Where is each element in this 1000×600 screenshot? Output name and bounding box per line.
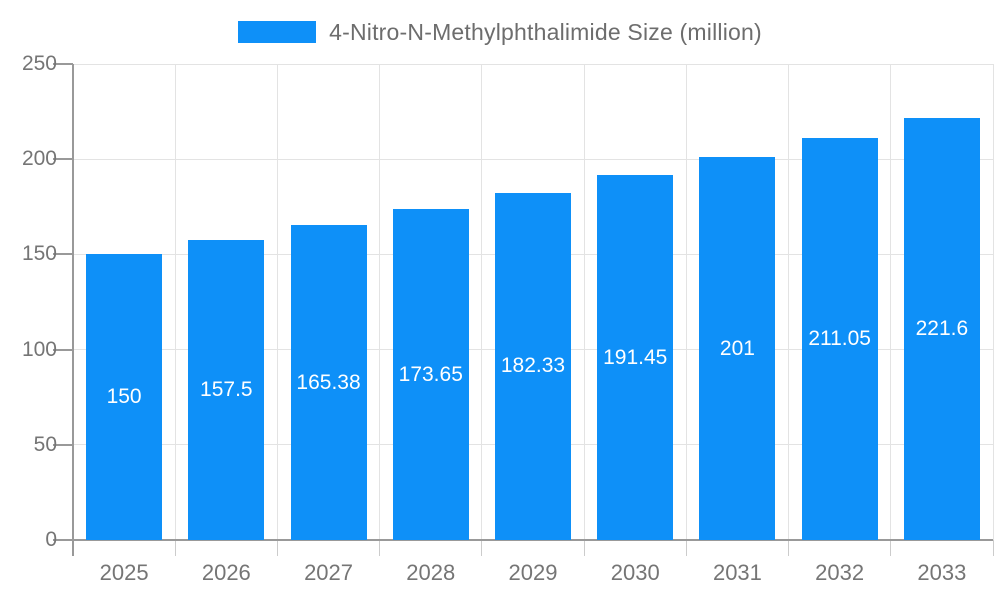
y-axis-tick bbox=[53, 253, 73, 256]
bar-2026[interactable] bbox=[188, 240, 265, 540]
x-gridline bbox=[276, 64, 278, 540]
y-axis-tick bbox=[53, 348, 73, 351]
x-axis-tick bbox=[481, 540, 483, 556]
y-axis-label: 250 bbox=[21, 52, 57, 75]
x-gridline bbox=[174, 64, 176, 540]
x-gridline bbox=[379, 64, 381, 540]
y-axis-label: 100 bbox=[21, 337, 57, 361]
x-axis-tick bbox=[992, 540, 994, 556]
chart-legend[interactable]: 4-Nitro-N-Methylphthalimide Size (millio… bbox=[0, 14, 1000, 50]
x-gridline bbox=[583, 64, 585, 540]
x-axis-label: 2028 bbox=[406, 560, 456, 585]
bar-value-label: 201 bbox=[719, 336, 755, 360]
y-axis-label: 150 bbox=[21, 242, 57, 266]
x-axis-label: 2025 bbox=[99, 560, 149, 585]
bar-value-label: 182.33 bbox=[500, 354, 566, 378]
x-axis-line bbox=[73, 539, 993, 541]
bar-2028[interactable] bbox=[392, 209, 469, 540]
x-gridline bbox=[685, 64, 687, 540]
bar-value-label: 150 bbox=[106, 385, 142, 409]
y-axis-tick bbox=[53, 443, 73, 446]
bar-2025[interactable] bbox=[86, 254, 163, 540]
x-axis-label: 2029 bbox=[508, 560, 558, 585]
bar-2033[interactable] bbox=[903, 118, 980, 540]
bar-2032[interactable] bbox=[801, 138, 878, 540]
x-axis-tick bbox=[890, 540, 892, 556]
x-gridline bbox=[481, 64, 483, 540]
y-axis-label: 200 bbox=[21, 147, 57, 171]
x-axis-tick bbox=[685, 540, 687, 556]
y-axis-tick bbox=[53, 158, 73, 161]
y-gridline bbox=[73, 63, 993, 65]
bar-value-label: 221.6 bbox=[915, 317, 969, 341]
x-axis-label: 2026 bbox=[201, 560, 251, 585]
x-gridline bbox=[992, 64, 994, 540]
x-axis-tick bbox=[379, 540, 381, 556]
x-gridline bbox=[890, 64, 892, 540]
x-axis-tick bbox=[276, 540, 278, 556]
y-axis-label: 50 bbox=[33, 432, 57, 456]
legend-label: 4-Nitro-N-Methylphthalimide Size (millio… bbox=[329, 18, 762, 45]
x-axis-label: 2032 bbox=[815, 560, 865, 585]
x-gridline bbox=[788, 64, 790, 540]
bar-2029[interactable] bbox=[495, 192, 571, 540]
y-gridline bbox=[73, 158, 993, 160]
bar-value-label: 165.38 bbox=[296, 370, 361, 394]
bar-2027[interactable] bbox=[290, 225, 367, 540]
bar-2031[interactable] bbox=[699, 157, 776, 540]
x-axis-tick bbox=[174, 540, 176, 556]
legend-swatch bbox=[238, 21, 317, 43]
y-axis-label: 0 bbox=[45, 528, 57, 551]
y-axis-tick bbox=[53, 63, 73, 65]
x-axis-label: 2027 bbox=[304, 560, 354, 585]
bar-value-label: 191.45 bbox=[603, 345, 668, 369]
bar-value-label: 173.65 bbox=[398, 362, 463, 386]
x-axis-tick bbox=[583, 540, 585, 556]
bar-2030[interactable] bbox=[597, 175, 674, 540]
x-axis-label: 2031 bbox=[712, 560, 762, 585]
x-axis-label: 2033 bbox=[917, 560, 967, 585]
y-axis-line bbox=[72, 64, 74, 556]
bar-value-label: 211.05 bbox=[808, 327, 871, 351]
x-axis-tick bbox=[788, 540, 790, 556]
y-axis-tick bbox=[53, 539, 73, 541]
bar-value-label: 157.5 bbox=[200, 378, 253, 402]
x-axis-label: 2030 bbox=[610, 560, 660, 585]
